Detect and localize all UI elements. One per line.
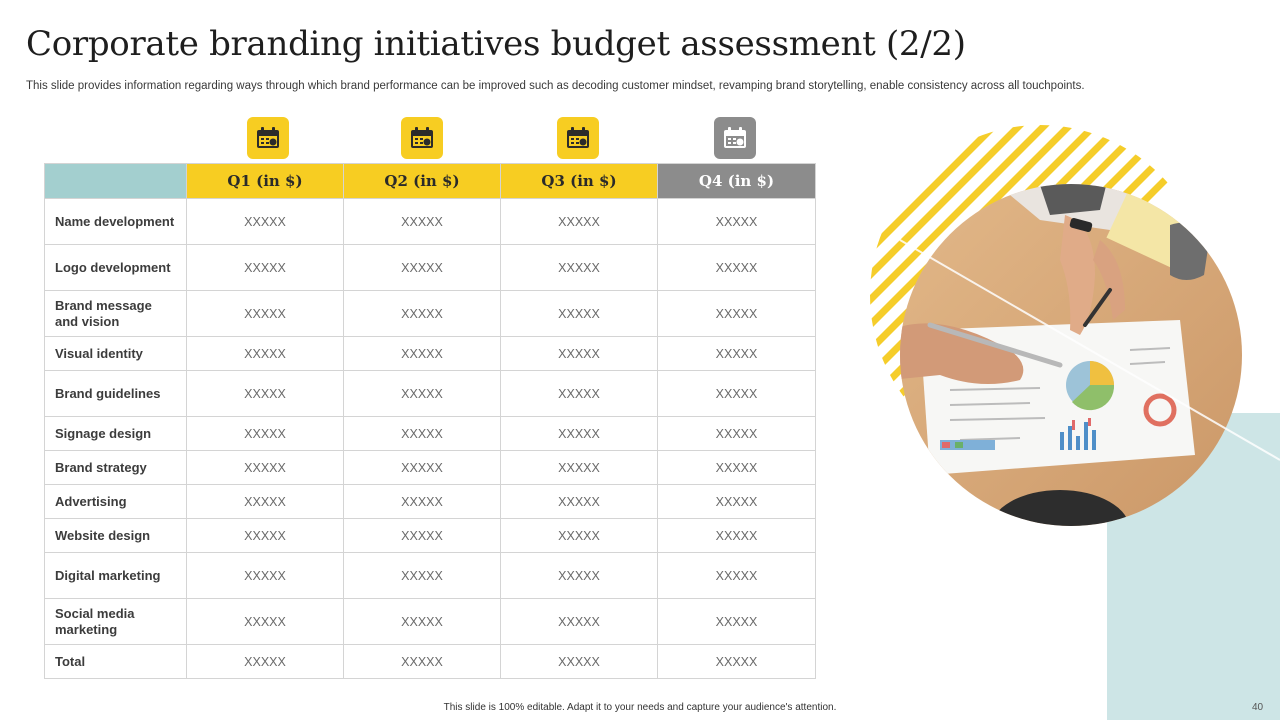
calendar-icon bbox=[247, 117, 289, 159]
slide-subtitle: This slide provides information regardin… bbox=[26, 80, 1085, 92]
table-cell: XXXXX bbox=[343, 416, 501, 451]
row-label: Logo development bbox=[44, 244, 187, 291]
table-cell: XXXXX bbox=[186, 416, 344, 451]
row-label: Brand guidelines bbox=[44, 370, 187, 417]
table-row: Name development XXXXX XXXXX XXXXX XXXXX bbox=[44, 198, 816, 245]
page-number: 40 bbox=[1252, 702, 1264, 713]
table-cell: XXXXX bbox=[343, 552, 501, 599]
calendar-icon bbox=[557, 117, 599, 159]
row-label: Advertising bbox=[44, 484, 187, 519]
table-row: Signage design XXXXX XXXXX XXXXX XXXXX bbox=[44, 416, 816, 451]
table-cell: XXXXX bbox=[500, 244, 658, 291]
table-cell: XXXXX bbox=[500, 450, 658, 485]
table-cell: XXXXX bbox=[657, 416, 816, 451]
row-label: Brand strategy bbox=[44, 450, 187, 485]
table-cell: XXXXX bbox=[500, 484, 658, 519]
table-row: Social media marketing XXXXX XXXXX XXXXX… bbox=[44, 598, 816, 645]
table-row: Brand guidelines XXXXX XXXXX XXXXX XXXXX bbox=[44, 370, 816, 417]
table-cell: XXXXX bbox=[500, 290, 658, 337]
table-cell: XXXXX bbox=[343, 450, 501, 485]
table-header-q3: Q3 (in $) bbox=[500, 163, 658, 199]
row-label: Name development bbox=[44, 198, 187, 245]
table-cell: XXXXX bbox=[343, 370, 501, 417]
table-row: Brand message and vision XXXXX XXXXX XXX… bbox=[44, 290, 816, 337]
table-cell: XXXXX bbox=[657, 198, 816, 245]
table-cell: XXXXX bbox=[343, 598, 501, 645]
table-cell: XXXXX bbox=[657, 552, 816, 599]
table-cell: XXXXX bbox=[186, 450, 344, 485]
table-row: Brand strategy XXXXX XXXXX XXXXX XXXXX bbox=[44, 450, 816, 485]
row-label: Website design bbox=[44, 518, 187, 553]
calendar-icon bbox=[714, 117, 756, 159]
table-cell: XXXXX bbox=[500, 598, 658, 645]
table-cell: XXXXX bbox=[343, 290, 501, 337]
table-cell: XXXXX bbox=[343, 644, 501, 679]
table-cell: XXXXX bbox=[657, 290, 816, 337]
row-label: Brand message and vision bbox=[44, 290, 187, 337]
table-header-q2: Q2 (in $) bbox=[343, 163, 501, 199]
table-cell: XXXXX bbox=[657, 644, 816, 679]
table-header-corner bbox=[44, 163, 187, 199]
table-cell: XXXXX bbox=[186, 598, 344, 645]
table-cell: XXXXX bbox=[657, 244, 816, 291]
table-header-q4: Q4 (in $) bbox=[657, 163, 816, 199]
table-cell: XXXXX bbox=[500, 416, 658, 451]
table-cell: XXXXX bbox=[343, 244, 501, 291]
quarter-icons-row bbox=[0, 117, 820, 159]
table-cell: XXXXX bbox=[500, 370, 658, 417]
slide-title: Corporate branding initiatives budget as… bbox=[26, 24, 966, 64]
table-header-q1: Q1 (in $) bbox=[186, 163, 344, 199]
table-cell: XXXXX bbox=[186, 198, 344, 245]
table-cell: XXXXX bbox=[186, 244, 344, 291]
table-cell: XXXXX bbox=[343, 518, 501, 553]
table-cell: XXXXX bbox=[186, 336, 344, 371]
table-cell: XXXXX bbox=[657, 370, 816, 417]
table-cell: XXXXX bbox=[500, 198, 658, 245]
table-header-row: Q1 (in $) Q2 (in $) Q3 (in $) Q4 (in $) bbox=[44, 163, 816, 199]
table-cell: XXXXX bbox=[186, 552, 344, 599]
table-cell: XXXXX bbox=[186, 370, 344, 417]
table-row: Website design XXXXX XXXXX XXXXX XXXXX bbox=[44, 518, 816, 553]
table-row: Visual identity XXXXX XXXXX XXXXX XXXXX bbox=[44, 336, 816, 371]
table-cell: XXXXX bbox=[186, 644, 344, 679]
table-cell: XXXXX bbox=[186, 290, 344, 337]
row-label: Social media marketing bbox=[44, 598, 187, 645]
table-cell: XXXXX bbox=[657, 598, 816, 645]
table-cell: XXXXX bbox=[500, 518, 658, 553]
table-cell: XXXXX bbox=[500, 336, 658, 371]
row-label: Visual identity bbox=[44, 336, 187, 371]
row-label: Total bbox=[44, 644, 187, 679]
table-cell: XXXXX bbox=[657, 484, 816, 519]
table-row: Logo development XXXXX XXXXX XXXXX XXXXX bbox=[44, 244, 816, 291]
table-cell: XXXXX bbox=[657, 518, 816, 553]
table-row: Digital marketing XXXXX XXXXX XXXXX XXXX… bbox=[44, 552, 816, 599]
table-row: Total XXXXX XXXXX XXXXX XXXXX bbox=[44, 644, 816, 679]
meeting-photo bbox=[900, 184, 1242, 526]
table-row: Advertising XXXXX XXXXX XXXXX XXXXX bbox=[44, 484, 816, 519]
calendar-icon bbox=[401, 117, 443, 159]
table-cell: XXXXX bbox=[500, 644, 658, 679]
table-cell: XXXXX bbox=[657, 336, 816, 371]
row-label: Signage design bbox=[44, 416, 187, 451]
table-cell: XXXXX bbox=[657, 450, 816, 485]
row-label: Digital marketing bbox=[44, 552, 187, 599]
table-cell: XXXXX bbox=[500, 552, 658, 599]
slide-footer: This slide is 100% editable. Adapt it to… bbox=[443, 702, 837, 713]
budget-table: Q1 (in $) Q2 (in $) Q3 (in $) Q4 (in $) … bbox=[44, 163, 816, 679]
table-cell: XXXXX bbox=[343, 484, 501, 519]
table-cell: XXXXX bbox=[186, 518, 344, 553]
table-cell: XXXXX bbox=[186, 484, 344, 519]
decorative-photo-circle bbox=[870, 125, 1280, 526]
table-cell: XXXXX bbox=[343, 198, 501, 245]
table-cell: XXXXX bbox=[343, 336, 501, 371]
